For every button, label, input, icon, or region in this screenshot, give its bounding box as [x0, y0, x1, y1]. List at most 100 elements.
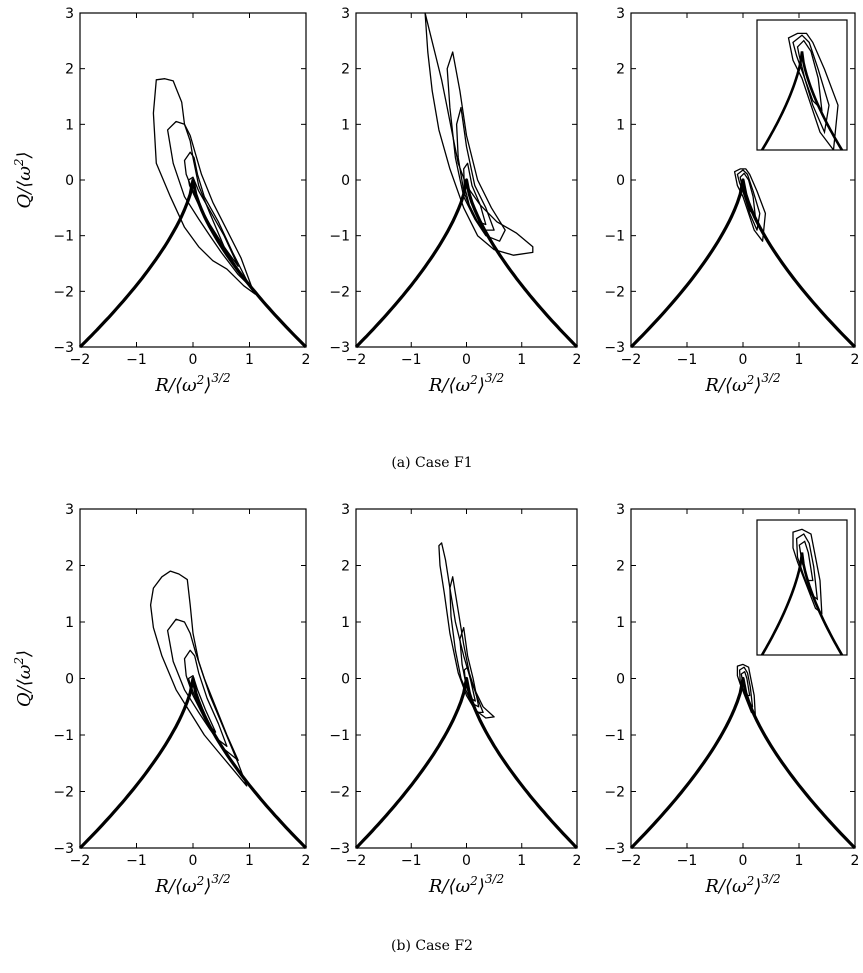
- y-tick-label: −3: [53, 841, 74, 857]
- inset-b3: [756, 519, 848, 656]
- x-tick-label: −1: [401, 352, 422, 368]
- inset-frame: [756, 519, 848, 656]
- y-tick-label: 2: [616, 62, 625, 78]
- y-tick-label: 3: [616, 6, 625, 22]
- y-tick-label: −1: [329, 229, 350, 245]
- y-tick-label: 0: [616, 672, 625, 688]
- vieillefosse-line: [78, 676, 308, 850]
- x-tick-label: −1: [401, 853, 422, 869]
- x-tick-label: 0: [462, 352, 471, 368]
- contour-outer: [149, 570, 248, 787]
- contour-outer: [152, 78, 256, 295]
- contour-core: [187, 176, 239, 267]
- y-tick-label: −2: [604, 284, 625, 300]
- y-tick-label: −1: [604, 229, 625, 245]
- x-tick-label: −1: [126, 352, 147, 368]
- y-axis-label: Q/⟨ω2⟩: [12, 151, 35, 208]
- contour-middle: [449, 576, 484, 714]
- x-tick-label: 2: [851, 352, 860, 368]
- contour-middle: [736, 169, 761, 231]
- y-tick-label: −2: [53, 785, 74, 801]
- y-tick-label: −2: [329, 284, 350, 300]
- y-tick-label: 3: [616, 502, 625, 518]
- inset-content: [760, 32, 844, 150]
- y-tick-label: 1: [341, 117, 350, 133]
- contour-middle: [166, 618, 239, 762]
- y-tick-label: 3: [65, 6, 74, 22]
- x-tick-label: 0: [739, 352, 748, 368]
- y-tick-label: −3: [604, 340, 625, 356]
- y-tick-label: 2: [65, 559, 74, 575]
- x-axis-label: R/⟨ω2⟩3/2: [428, 371, 504, 396]
- y-tick-label: 1: [65, 615, 74, 631]
- y-tick-label: 2: [341, 62, 350, 78]
- y-tick-label: −3: [604, 841, 625, 857]
- y-tick-label: −2: [329, 785, 350, 801]
- x-axis-label: R/⟨ω2⟩3/2: [154, 872, 230, 897]
- contour-outer: [736, 663, 756, 716]
- y-tick-label: 2: [341, 559, 350, 575]
- contour-inner: [739, 172, 756, 217]
- x-tick-label: −1: [677, 853, 698, 869]
- contour-outer: [733, 168, 767, 242]
- vieillefosse-line: [354, 178, 579, 349]
- caption-a: (a) Case F1: [391, 455, 472, 471]
- y-axis-label: Q/⟨ω2⟩: [12, 650, 35, 707]
- contour-middle: [446, 51, 506, 242]
- contour-core: [463, 666, 476, 702]
- y-tick-label: −2: [604, 785, 625, 801]
- vieillefosse-line: [78, 178, 308, 349]
- x-axis-label: R/⟨ω2⟩3/2: [154, 371, 230, 396]
- contour-middle: [166, 120, 253, 290]
- y-tick-label: −1: [329, 728, 350, 744]
- y-tick-label: 0: [341, 173, 350, 189]
- x-tick-label: 2: [573, 352, 582, 368]
- y-tick-label: 0: [616, 173, 625, 189]
- y-tick-label: −1: [53, 229, 74, 245]
- x-tick-label: −1: [126, 853, 147, 869]
- y-tick-label: −1: [604, 728, 625, 744]
- x-tick-label: −2: [621, 853, 642, 869]
- y-tick-label: 3: [341, 6, 350, 22]
- contour-inner: [455, 106, 495, 231]
- y-tick-label: −3: [53, 340, 74, 356]
- inset-frame: [756, 19, 848, 151]
- inset-contour-inner: [798, 540, 814, 582]
- x-tick-label: 0: [739, 853, 748, 869]
- y-tick-label: 2: [616, 559, 625, 575]
- x-tick-label: −1: [677, 352, 698, 368]
- x-tick-label: −2: [70, 853, 91, 869]
- inset-contour-outer: [787, 32, 839, 150]
- y-tick-label: 1: [616, 117, 625, 133]
- x-tick-label: 2: [851, 853, 860, 869]
- inset-vieillefosse-line: [760, 552, 844, 655]
- vieillefosse-line: [354, 676, 579, 850]
- y-tick-label: −1: [53, 728, 74, 744]
- vieillefosse-line: [629, 676, 857, 850]
- x-tick-label: 0: [189, 853, 198, 869]
- y-tick-label: 0: [65, 173, 74, 189]
- inset-contour-inner: [796, 39, 823, 112]
- contour-middle: [738, 666, 754, 708]
- inset-vieillefosse-line: [760, 51, 844, 150]
- x-tick-label: 2: [573, 853, 582, 869]
- contour-core: [463, 162, 487, 226]
- x-tick-label: 1: [795, 352, 804, 368]
- y-tick-label: 1: [341, 615, 350, 631]
- y-tick-label: 3: [341, 502, 350, 518]
- x-axis-label: R/⟨ω2⟩3/2: [428, 872, 504, 897]
- y-tick-label: −3: [329, 340, 350, 356]
- x-tick-label: 1: [517, 352, 526, 368]
- x-tick-label: −2: [621, 352, 642, 368]
- inset-contour-outer: [792, 528, 823, 615]
- contour-inner: [740, 671, 751, 697]
- x-tick-label: −2: [346, 352, 367, 368]
- contour-core: [187, 675, 217, 733]
- y-tick-label: −3: [329, 841, 350, 857]
